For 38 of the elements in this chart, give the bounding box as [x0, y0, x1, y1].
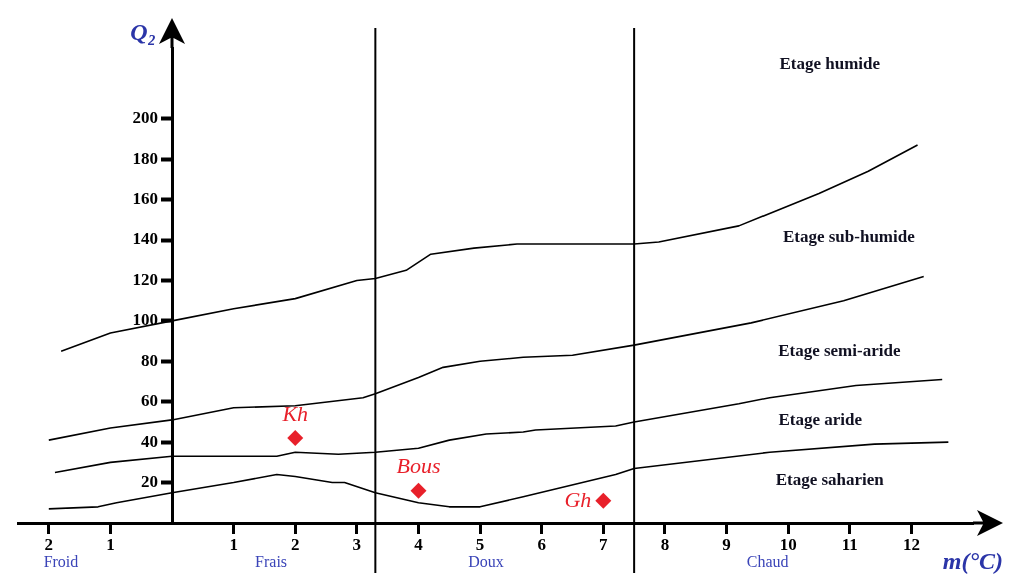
x-axis-title: m(°C)	[942, 548, 1003, 575]
x-tick-label: 12	[902, 534, 920, 554]
y-tick-label: 140	[132, 229, 159, 249]
x-tick-label: 5	[475, 534, 485, 554]
y-tick-label: 60	[141, 391, 159, 411]
text: Froid	[43, 553, 79, 571]
y-tick-label: 160	[132, 188, 159, 208]
series-label: Gh	[564, 486, 592, 512]
y-tick-label: 180	[132, 148, 159, 168]
text: Chaud	[746, 553, 789, 571]
x-tick-label: 4	[414, 534, 424, 554]
annotation: Etage saharien	[775, 469, 885, 489]
text: Frais	[255, 553, 288, 571]
x-tick-label: 10	[779, 534, 797, 554]
y-tick-label: 100	[132, 310, 159, 330]
annotation: Etage sub-humide	[782, 227, 916, 247]
x-tick-label: 2	[291, 534, 300, 554]
text: Doux	[468, 553, 504, 571]
annotation: Etage semi-aride	[778, 341, 901, 361]
x-tick-label: 3	[352, 534, 362, 554]
y-tick-label: 200	[132, 108, 159, 128]
x-tick-label: 9	[722, 534, 731, 554]
y-axis-title: Q₂	[130, 19, 157, 46]
y-tick-label: 40	[141, 431, 159, 451]
x-tick-label: 1	[106, 534, 115, 554]
x-tick-label: 6	[537, 534, 546, 554]
x-tick-label: 8	[660, 534, 670, 554]
y-tick-label: 120	[132, 269, 159, 289]
annotation: Etage aride	[778, 410, 863, 430]
y-tick-label: 80	[141, 350, 159, 370]
annotation: Etage humide	[779, 54, 881, 74]
x-tick-label: 11	[841, 534, 858, 554]
x-tick-label: 7	[599, 534, 609, 554]
x-tick-label: 1	[229, 534, 238, 554]
x-tick-label: 2	[44, 534, 54, 554]
y-tick-label: 20	[141, 471, 159, 491]
series-label: Kh	[281, 400, 309, 426]
series-label: Bous	[396, 453, 441, 479]
